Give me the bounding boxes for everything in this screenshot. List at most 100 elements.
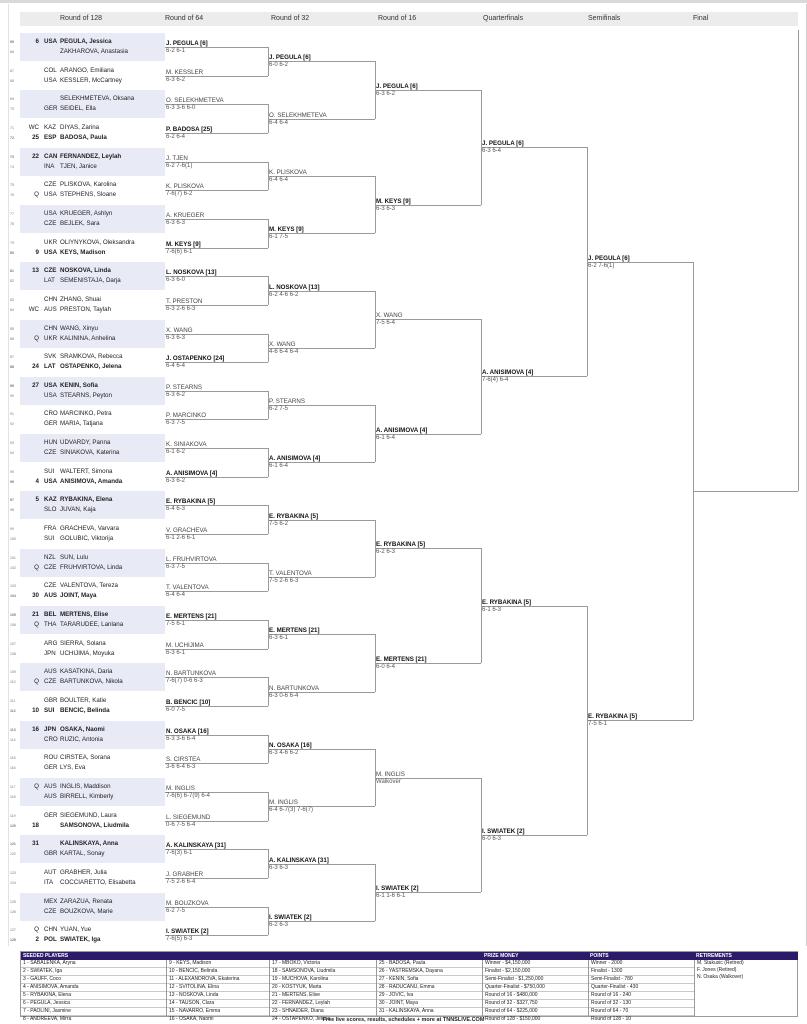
bracket-line bbox=[165, 218, 268, 220]
player-row: 70 GER SEIDEL, Ella bbox=[10, 105, 165, 113]
draw-number: 74 bbox=[10, 164, 14, 169]
match-score: 6-0 6-2 bbox=[269, 62, 289, 69]
footer-cell: 25 - BADOSA, Paula bbox=[377, 960, 482, 968]
country-code: USA bbox=[44, 381, 58, 389]
draw-number: 78 bbox=[10, 221, 14, 226]
match-score: 6-3 3-6 6-0 bbox=[166, 105, 196, 112]
country-code: SUI bbox=[44, 706, 55, 714]
bracket-line bbox=[268, 691, 375, 693]
player-row: 97 5 KAZ RYBAKINA, Elena bbox=[10, 496, 165, 504]
player-row: 113 16 JPN OSAKA, Naomi bbox=[10, 726, 165, 734]
bracket-connector bbox=[375, 290, 376, 348]
bracket-line bbox=[268, 519, 375, 521]
player-name: KEYS, Madison bbox=[60, 248, 106, 256]
match-score: 6-3 6-2 bbox=[166, 391, 186, 398]
player-row: 80 9 USA KEYS, Madison bbox=[10, 248, 165, 257]
footer-cell: 26 - YASTREMSKA, Dayana bbox=[377, 968, 482, 976]
draw-number: 109 bbox=[10, 670, 16, 675]
footer-cell: 12 - SVITOLINA, Elina bbox=[167, 984, 269, 992]
match-box: 111 GBR BOULTER, Katie 112 10 SUI BENCIC, Beli… bbox=[10, 692, 165, 720]
draw-number: 73 bbox=[10, 154, 14, 159]
seed-entry: 30 bbox=[32, 592, 39, 600]
match-score: 7-6(3) 6-1 bbox=[166, 850, 193, 857]
bracket-line bbox=[165, 333, 268, 335]
match-score: 6-0 7-5 bbox=[166, 706, 186, 713]
player-row: 126 CZE BOUZKOVA, Marie bbox=[10, 908, 165, 916]
match-box: 115 ROU CIRSTEA, Sorana 116 GER LYS, Eva bbox=[10, 749, 165, 777]
winner-name: N. BARTUNKOVA bbox=[166, 670, 216, 678]
seed-entry: Q bbox=[34, 563, 39, 571]
match-score: 7-6(4) 6-4 bbox=[482, 377, 509, 384]
bracket-connector bbox=[268, 562, 269, 592]
match-score: 7-5 6-2 bbox=[269, 520, 289, 527]
country-code: GER bbox=[44, 764, 58, 772]
match-score: 6-1 6-3 bbox=[482, 606, 502, 613]
winner-name: E. RYBAKINA [5] bbox=[376, 541, 426, 549]
footer-cell: Quarter-Finalist - $750,000 bbox=[483, 984, 588, 992]
match-score: 6-3 6-2 bbox=[166, 76, 186, 83]
footer-cell: Round of 16 - 240 bbox=[589, 992, 694, 1000]
match-score: 6-3 6-3 bbox=[166, 219, 186, 226]
points-column: Winner - 2000 Finalist - 1300 Semi-Finalis… bbox=[588, 960, 694, 1022]
seed-entry: 6 bbox=[35, 38, 39, 45]
bracket-line bbox=[375, 548, 481, 550]
bracket-connector bbox=[268, 161, 269, 191]
winner-name: N. OSAKA [16] bbox=[269, 741, 312, 749]
winner-name: A. ANISIMOVA [4] bbox=[482, 369, 534, 377]
bracket-line bbox=[268, 405, 375, 407]
draw-number: 65 bbox=[10, 40, 14, 44]
bracket-line bbox=[165, 476, 268, 478]
final-line bbox=[693, 491, 798, 493]
player-row: 89 27 USA KENIN, Sofia bbox=[10, 381, 165, 390]
draw-number: 69 bbox=[10, 97, 14, 102]
seed-entry: Q bbox=[34, 678, 39, 686]
seed-entry: 21 bbox=[32, 611, 39, 618]
match-score: 6-3 6-4 bbox=[482, 148, 502, 155]
draw-number: 107 bbox=[10, 641, 16, 646]
seed-entry: 25 bbox=[32, 133, 39, 141]
match-score: 6-4 6-4 bbox=[269, 119, 289, 126]
bracket-line bbox=[481, 147, 587, 149]
bracket-line bbox=[268, 577, 375, 579]
match-score: 6-3 2-6 6-3 bbox=[166, 305, 196, 312]
bracket-line bbox=[268, 806, 375, 808]
country-code: BEL bbox=[44, 611, 57, 618]
player-row: 84 WC AUS PRESTON, Taylah bbox=[10, 305, 165, 314]
match-score: 7-6(5) 6-3 bbox=[166, 936, 193, 943]
player-name: TARARUDEE, Lanlana bbox=[60, 621, 124, 628]
bracket-line bbox=[165, 390, 268, 392]
player-name: BADOSA, Paula bbox=[60, 133, 107, 141]
seeded-players-header: SEEDED PLAYERS bbox=[21, 952, 482, 960]
footer-cell: 9 - KEYS, Madison bbox=[167, 960, 269, 968]
header-round-32: Round of 32 bbox=[271, 15, 310, 22]
match-box: 87 SVK SRAMKOVA, Rebecca 88 24 LAT OSTAPENKO, … bbox=[10, 348, 165, 376]
match-box: 125 MEX ZARAZUA, Renata 126 CZE BOUZKOVA, Mar… bbox=[10, 892, 165, 921]
player-row: 94 CZE SINIAKOVA, Katerina bbox=[10, 449, 165, 457]
bracket-connector bbox=[481, 777, 482, 893]
winner-name: M. KESSLER bbox=[166, 68, 204, 76]
match-box: 107 ARG SIERRA, Solana 108 JPN UCHIJIMA, Moyu… bbox=[10, 635, 165, 663]
match-score: 7-5 2-6 6-3 bbox=[269, 578, 299, 585]
player-row: 93 HUN UDVARDY, Panna bbox=[10, 439, 165, 447]
match-box: 71 WC KAZ DIYAS, Zarina 72 25 ESP BADOSA, Paula bbox=[10, 119, 165, 147]
footer-cell: 18 - SAMSONOVA, Liudmila bbox=[270, 968, 376, 976]
winner-name: A. ANISIMOVA [4] bbox=[166, 469, 218, 477]
winner-name: K. PLISKOVA bbox=[166, 183, 204, 191]
country-code: FRA bbox=[44, 525, 57, 533]
seed-entry: WC bbox=[28, 305, 39, 313]
draw-number: 72 bbox=[10, 135, 14, 140]
winner-name: M. UCHIJIMA bbox=[166, 641, 204, 649]
match-score: 6-2 7-5 bbox=[269, 406, 289, 413]
footer-cell: Round of 32 - 130 bbox=[589, 1000, 694, 1008]
player-row: 117 Q AUS INGLIS, Maddison bbox=[10, 783, 165, 791]
winner-name: M. BOUZKOVA bbox=[166, 899, 209, 907]
match-box: 91 CRO MARCINKO, Petra 92 GER MARIA, Tatjana bbox=[10, 405, 165, 433]
winner-name: A. ANISIMOVA [4] bbox=[376, 426, 428, 434]
player-name: KALINSKAYA, Anna bbox=[60, 840, 119, 848]
seeded-column: 1 - SABALENKA, Aryna 2 - SWIATEK, Iga 3 - … bbox=[21, 960, 166, 1022]
winner-name: E. RYBAKINA [5] bbox=[482, 598, 532, 606]
winner-name: N. BARTUNKOVA bbox=[269, 684, 319, 692]
match-score: 6-3 0-6 6-4 bbox=[269, 692, 299, 699]
winner-name: L. SIEGEMUND bbox=[166, 813, 211, 821]
match-score: 7-5 2-6 6-4 bbox=[166, 878, 196, 885]
